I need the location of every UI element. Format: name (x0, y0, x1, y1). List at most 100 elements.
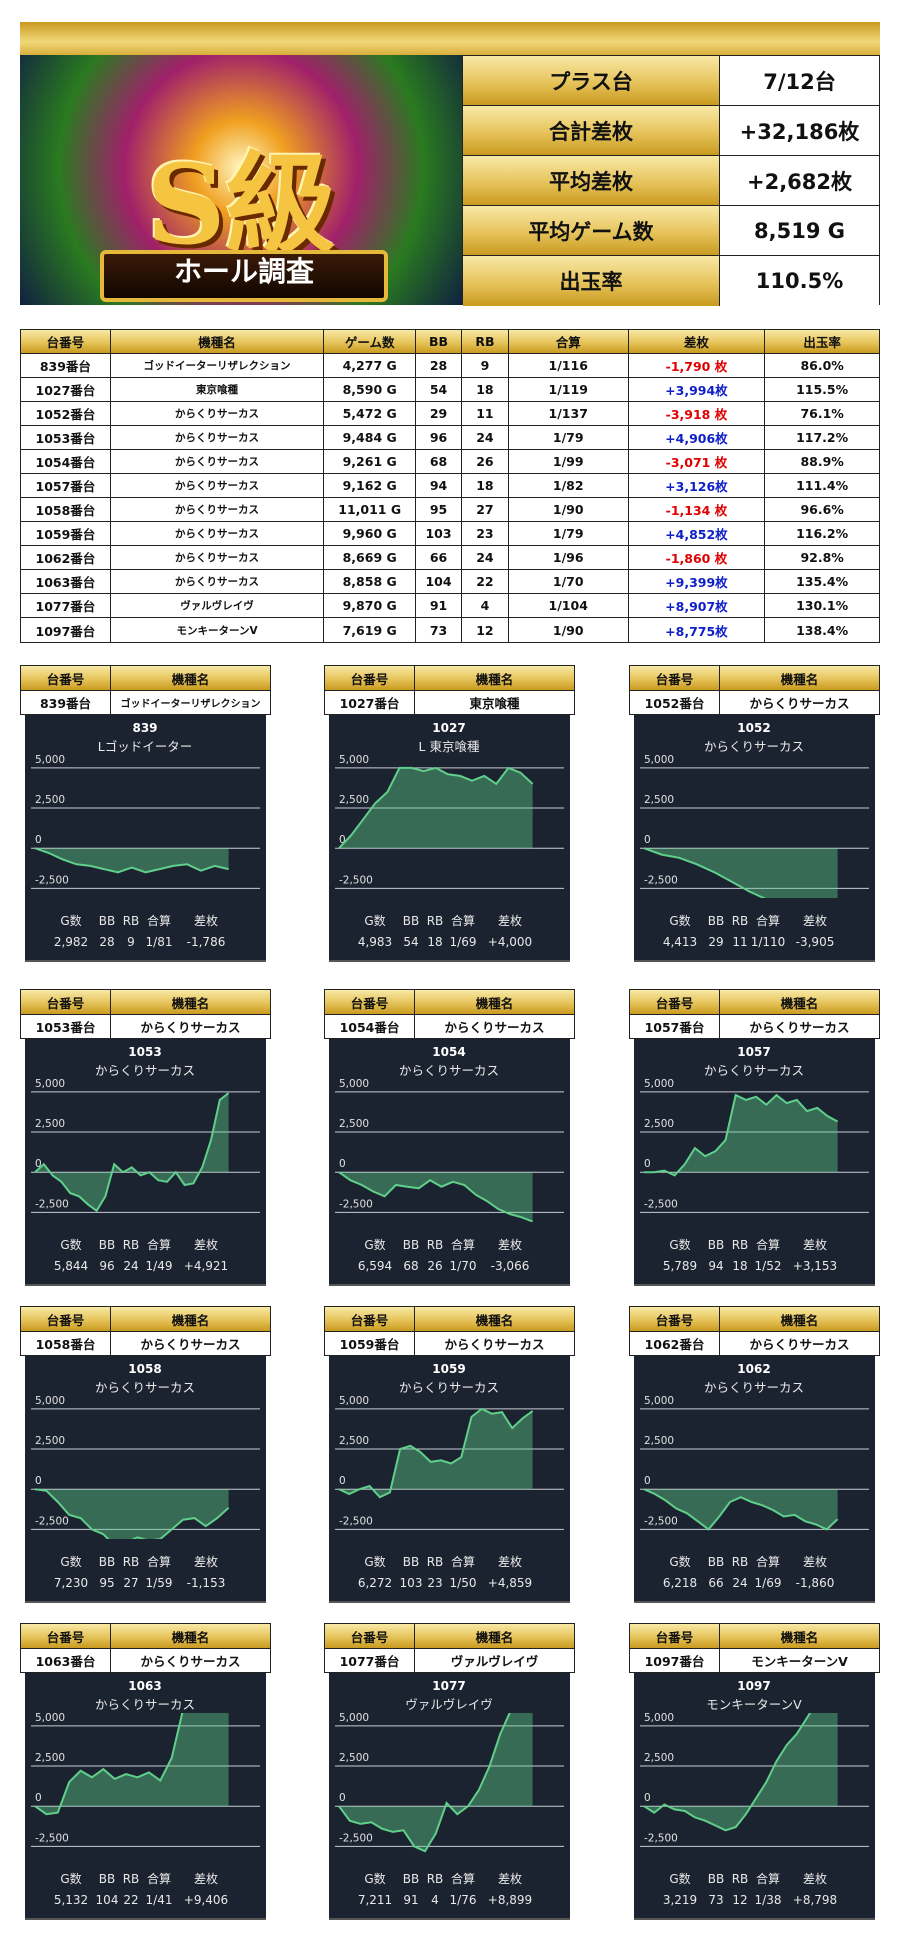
stat-label: 合算 (451, 1237, 475, 1252)
graph: 1059 からくりサーカス 5,000 2,500 0 -2,500 G数 6,272 BB 10… (335, 1362, 564, 1590)
graph-title: 1097 (737, 1679, 770, 1693)
panel-header-label: 機種名 (171, 1629, 210, 1645)
y-tick-label: 0 (644, 1475, 651, 1487)
graph: 1077 ヴァルヴレイヴ 5,000 2,500 0 -2,500 G数 7,211 BB 91 R… (335, 1679, 564, 1907)
table-cell: 839番台 (21, 354, 111, 377)
panel-header-label: 機種名 (780, 1312, 819, 1328)
stat-value: 1/49 (146, 1259, 173, 1273)
table-cell: 115.5% (796, 382, 849, 397)
graph-subtitle: からくりサーカス (399, 1063, 499, 1078)
table-cell: 1/82 (509, 474, 629, 497)
stat-label: 差枚 (803, 913, 827, 928)
table-cell: 1054番台 (21, 450, 111, 473)
graph-box: 1063 からくりサーカス 5,000 2,500 0 -2,500 G数 5,132 BB 10… (25, 1673, 266, 1918)
stat-value: 24 (123, 1259, 138, 1273)
panel-info: 1062番台 からくりサーカス (629, 1331, 880, 1356)
stat-value: 22 (123, 1893, 138, 1907)
machine-number: 1063番台 (21, 1649, 111, 1672)
y-tick-label: -2,500 (339, 874, 373, 886)
graph-area (35, 848, 229, 873)
table-row: 1053番台 からくりサーカス 9,484 G 96 24 1/79 +4,906枚 117.… (21, 426, 879, 450)
panel: 台番号 機種名 1077番台 ヴァルヴレイヴ 1077 ヴァルヴレイヴ 5,000 2,500… (324, 1623, 575, 1920)
graph-area (339, 1408, 533, 1498)
stat-label: BB (99, 914, 115, 928)
table-cell: ゴッドイーターリザレクション (111, 354, 325, 377)
top-bar (20, 22, 880, 55)
y-tick-label: 5,000 (35, 1712, 65, 1724)
header-cell: ゲーム数 (324, 330, 417, 353)
machine-name: からくりサーカス (415, 1332, 574, 1355)
panel-header-label: 機種名 (475, 671, 514, 687)
table-cell: からくりサーカス (111, 402, 325, 425)
panel-header: 台番号 機種名 (324, 989, 575, 1014)
graph-subtitle: モンキーターンV (706, 1697, 802, 1712)
graph-subtitle: からくりサーカス (704, 1380, 804, 1395)
stat-value: -1,860 (796, 1576, 835, 1590)
stat-label: 合算 (147, 1237, 171, 1252)
stat-label: G数 (669, 1554, 690, 1569)
stat-value: +4,921 (184, 1259, 228, 1273)
stat-label: BB (708, 914, 724, 928)
graph-subtitle: Lゴッドイーター (98, 739, 192, 754)
table-cell: 103 (416, 522, 462, 545)
panel-header: 台番号 機種名 (20, 1623, 271, 1648)
graph-title: 839 (132, 721, 157, 735)
graph-line (643, 1713, 812, 1832)
y-tick-label: 0 (339, 1475, 346, 1487)
table-cell: 18 (462, 378, 509, 401)
table-cell: +8,907枚 (629, 594, 766, 617)
table-cell: 96.6% (800, 502, 844, 517)
table-cell: 11,011 G (324, 498, 417, 521)
stat-label: RB (732, 1872, 749, 1886)
stat-label: G数 (364, 913, 385, 928)
table-cell: 8,590 G (324, 378, 417, 401)
stat-label: G数 (364, 1237, 385, 1252)
stat-value: 1/69 (450, 935, 477, 949)
table-cell: 1058番台 (21, 498, 111, 521)
y-tick-label: 5,000 (644, 1395, 674, 1407)
machine-name: からくりサーカス (111, 1015, 270, 1038)
panel-header: 台番号 機種名 (20, 989, 271, 1014)
table-cell: ヴァルヴレイヴ (111, 594, 325, 617)
graph-title: 1052 (737, 721, 770, 735)
stat-label: RB (123, 1555, 140, 1569)
table-cell: からくりサーカス (111, 570, 325, 593)
panel-info: 1027番台 東京喰種 (324, 690, 575, 715)
table-cell: +4,906枚 (629, 426, 766, 449)
stat-label: RB (123, 1872, 140, 1886)
panel: 台番号 機種名 1058番台 からくりサーカス 1058 からくりサーカス 5,000 2,5… (20, 1306, 271, 1603)
stat-label: 差枚 (803, 1237, 827, 1252)
machine-number: 1053番台 (21, 1015, 111, 1038)
panel-header-label: 台番号 (21, 990, 111, 1014)
y-tick-label: -2,500 (35, 874, 69, 886)
summary-value: 110.5% (720, 256, 879, 306)
panel-header: 台番号 機種名 (629, 989, 880, 1014)
table-cell: -3,918 枚 (629, 402, 766, 425)
table-row: 1057番台 からくりサーカス 9,162 G 94 18 1/82 +3,126枚 111.… (21, 474, 879, 498)
machine-name: からくりサーカス (415, 1015, 574, 1038)
table-cell: 8,858 G (324, 570, 417, 593)
graph-data (34, 1713, 229, 1816)
table-row: 1063番台 からくりサーカス 8,858 G 104 22 1/70 +9,399枚 135… (21, 570, 879, 594)
graph-line (338, 1713, 511, 1853)
graph-title: 1027 (432, 721, 465, 735)
summary-key: 合計差枚 (463, 106, 720, 155)
y-tick-label: 5,000 (35, 754, 65, 766)
table-cell: からくりサーカス (111, 498, 325, 521)
graph: 1054 からくりサーカス 5,000 2,500 0 -2,500 G数 6,594 BB 68… (335, 1045, 564, 1273)
y-tick-label: 0 (35, 1475, 42, 1487)
stat-label: G数 (60, 1237, 81, 1252)
panel: 台番号 機種名 1097番台 モンキーターンV 1097 モンキーターンV 5,000 2,5… (629, 1623, 880, 1920)
table-cell: 88.9% (800, 454, 844, 469)
stat-label: G数 (60, 1871, 81, 1886)
graph-box: 1027 L 東京喰種 5,000 2,500 0 -2,500 G数 4,983 BB 54 RB… (329, 715, 570, 960)
stat-label: BB (708, 1872, 724, 1886)
stat-label: 合算 (756, 1237, 780, 1252)
y-tick-label: -2,500 (339, 1198, 373, 1210)
stat-label: BB (403, 1872, 419, 1886)
stat-value: 6,272 (358, 1576, 392, 1590)
banner: S級 ホール調査 (20, 55, 462, 305)
summary-row: 合計差枚 +32,186枚 (463, 106, 879, 156)
stat-label: RB (123, 914, 140, 928)
panel-header-label: 台番号 (21, 1307, 111, 1331)
